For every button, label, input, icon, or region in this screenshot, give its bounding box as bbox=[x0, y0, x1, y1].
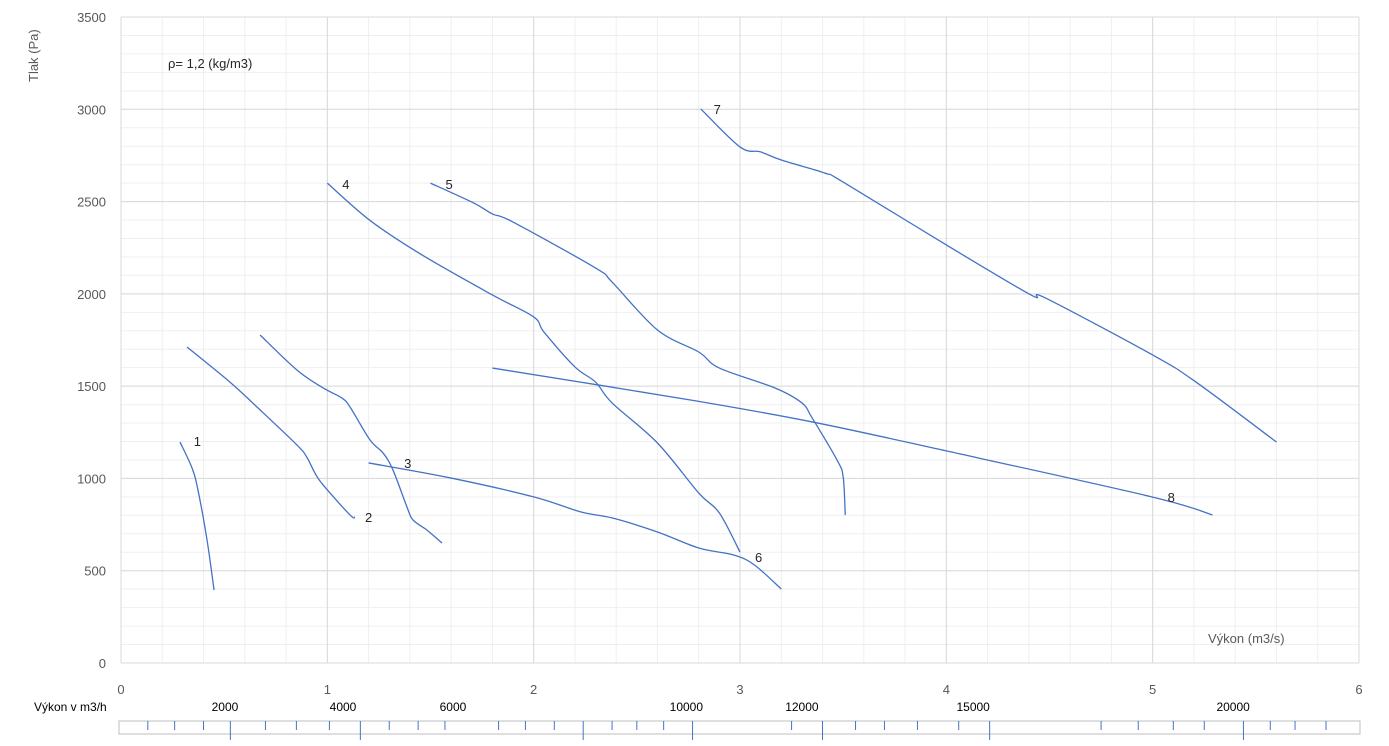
secondary-tick-label: 20000 bbox=[1216, 700, 1250, 714]
x-tick-label: 4 bbox=[943, 682, 950, 697]
y-tick-label: 3000 bbox=[77, 102, 106, 117]
y-axis-title: Tlak (Pa) bbox=[26, 29, 41, 82]
series-line-unlabeled-2 bbox=[259, 334, 443, 544]
series-label: 1 bbox=[194, 434, 201, 449]
secondary-axis-title: Výkon v m3/h bbox=[34, 700, 107, 714]
series-line-3 bbox=[368, 462, 782, 590]
series-line-1 bbox=[179, 441, 215, 591]
secondary-tick-label: 12000 bbox=[785, 700, 819, 714]
x-axis-ticks: 0 1 2 3 4 5 6 bbox=[117, 682, 1362, 697]
gridlines bbox=[120, 16, 1360, 664]
series-line-8 bbox=[492, 367, 1213, 516]
series-lines bbox=[179, 108, 1277, 591]
secondary-tick-label: 2000 bbox=[212, 700, 239, 714]
series-label: 5 bbox=[445, 177, 452, 192]
y-tick-label: 2500 bbox=[77, 195, 106, 210]
x-tick-label: 2 bbox=[530, 682, 537, 697]
y-tick-label: 1500 bbox=[77, 379, 106, 394]
y-tick-label: 0 bbox=[99, 656, 106, 671]
series-label: 6 bbox=[755, 550, 762, 565]
x-tick-label: 0 bbox=[117, 682, 124, 697]
series-label: 7 bbox=[714, 102, 721, 117]
y-tick-label: 3500 bbox=[77, 10, 106, 25]
secondary-tick-label: 4000 bbox=[330, 700, 357, 714]
secondary-tick-label: 10000 bbox=[670, 700, 704, 714]
y-tick-label: 2000 bbox=[77, 287, 106, 302]
x-tick-label: 6 bbox=[1355, 682, 1362, 697]
y-axis-ticks: 0 500 1000 1500 2000 2500 3000 3500 bbox=[77, 10, 106, 671]
secondary-axis-bar bbox=[118, 720, 1361, 735]
x-tick-label: 1 bbox=[324, 682, 331, 697]
y-tick-label: 1000 bbox=[77, 471, 106, 486]
secondary-tick-label: 15000 bbox=[956, 700, 990, 714]
series-labels: 1 2 3 4 5 6 7 8 bbox=[194, 102, 1175, 565]
x-axis-title: Výkon (m3/s) bbox=[1208, 631, 1285, 646]
y-tick-label: 500 bbox=[84, 564, 106, 579]
x-tick-label: 5 bbox=[1149, 682, 1156, 697]
series-line-2 bbox=[186, 346, 356, 519]
series-label: 4 bbox=[342, 177, 349, 192]
secondary-tick-label: 6000 bbox=[440, 700, 467, 714]
series-line-4 bbox=[326, 182, 741, 553]
secondary-axis: 2000 4000 6000 10000 12000 15000 20000 bbox=[147, 700, 1327, 740]
series-label: 2 bbox=[365, 510, 372, 525]
x-tick-label: 3 bbox=[736, 682, 743, 697]
density-annotation: ρ= 1,2 (kg/m3) bbox=[168, 56, 252, 71]
series-line-5 bbox=[430, 182, 846, 516]
series-label: 8 bbox=[1168, 490, 1175, 505]
series-line-7 bbox=[700, 108, 1277, 443]
series-label: 3 bbox=[404, 456, 411, 471]
